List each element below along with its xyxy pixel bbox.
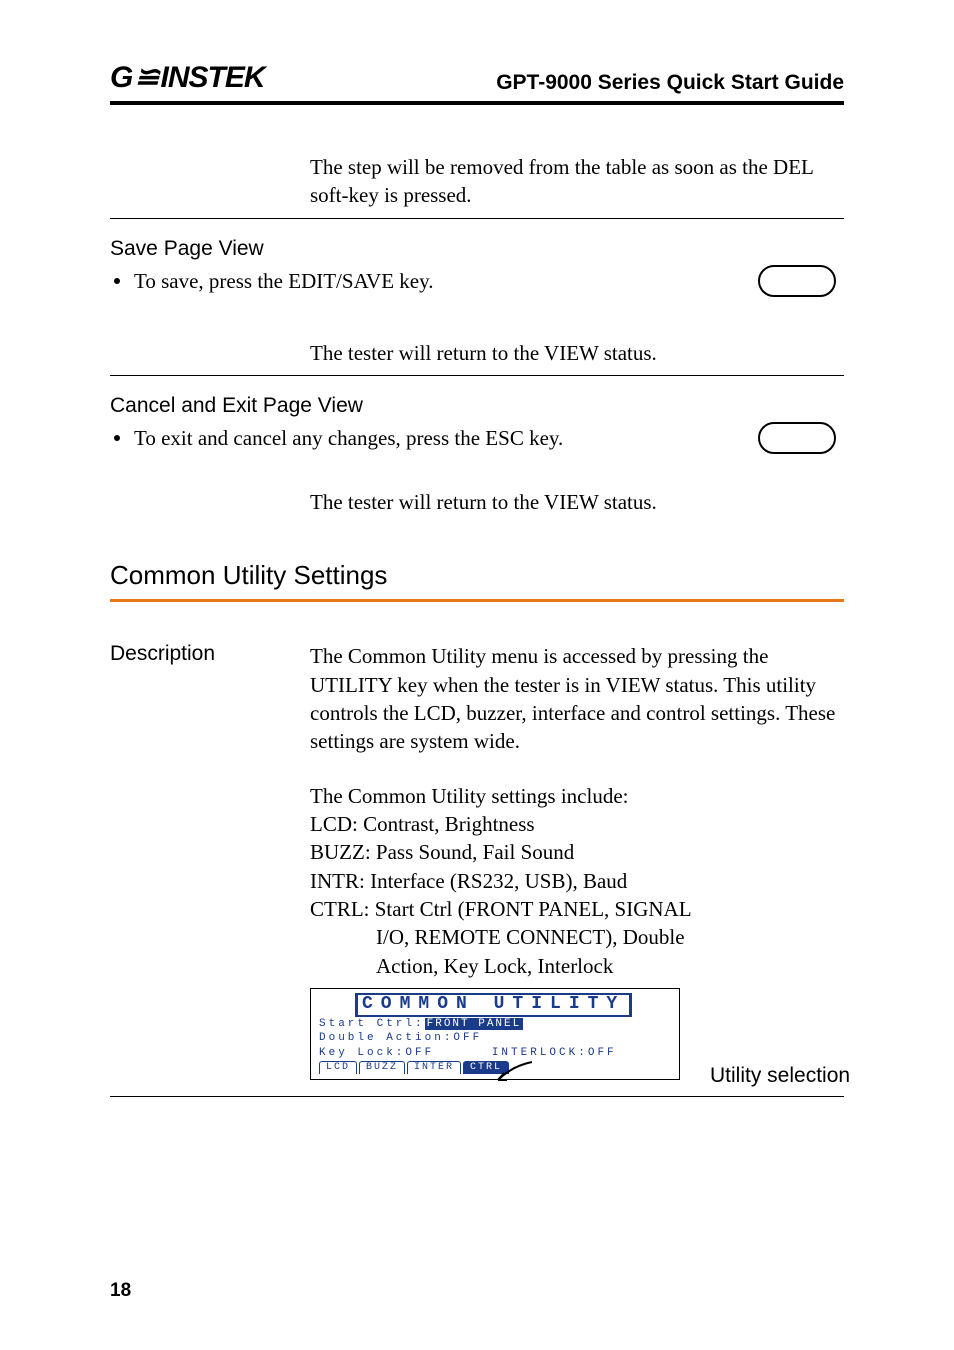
lcd-title: COMMON UTILITY <box>355 993 632 1017</box>
save-note: The tester will return to the VIEW statu… <box>310 339 844 367</box>
divider <box>110 375 844 376</box>
lcd-interlock: INTERLOCK:OFF <box>492 1047 617 1059</box>
lcd-tab-inter: INTER <box>407 1061 461 1075</box>
annotation-arrow-icon <box>494 1060 534 1088</box>
bullet-icon <box>114 435 120 441</box>
settings-ctrl3: Action, Key Lock, Interlock <box>376 952 844 980</box>
settings-lcd: LCD: Contrast, Brightness <box>310 810 844 838</box>
section-rule <box>110 599 844 602</box>
settings-intr: INTR: Interface (RS232, USB), Baud <box>310 867 844 895</box>
lcd-line-1: Start Ctrl:FRONT PANEL <box>319 1017 671 1031</box>
cancel-exit-heading: Cancel and Exit Page View <box>110 394 844 418</box>
settings-buzz: BUZZ: Pass Sound, Fail Sound <box>310 838 844 866</box>
utility-selection-annotation: Utility selection <box>710 1064 850 1088</box>
divider <box>110 218 844 219</box>
cancel-note: The tester will return to the VIEW statu… <box>310 488 844 516</box>
description-content: The Common Utility menu is accessed by p… <box>310 642 844 980</box>
lcd-keylock: Key Lock:OFF <box>319 1047 434 1059</box>
settings-list: The Common Utility settings include: LCD… <box>310 782 844 980</box>
description-block: Description The Common Utility menu is a… <box>110 642 844 980</box>
lcd-start-ctrl-value: FRONT PANEL <box>425 1018 524 1030</box>
section-title: Common Utility Settings <box>110 560 844 591</box>
save-page-view-heading: Save Page View <box>110 237 844 261</box>
cancel-bullet-row: To exit and cancel any changes, press th… <box>110 422 844 454</box>
brand-logo: G≌INSTEK <box>110 60 265 95</box>
bullet-icon <box>114 278 120 284</box>
settings-ctrl2: I/O, REMOTE CONNECT), Double <box>376 923 844 951</box>
lcd-line-2: Double Action:OFF <box>319 1031 671 1045</box>
cancel-bullet: To exit and cancel any changes, press th… <box>110 424 563 452</box>
desc-para1: The Common Utility menu is accessed by p… <box>310 642 844 755</box>
lcd-screenshot: COMMON UTILITY Start Ctrl:FRONT PANEL Do… <box>310 988 680 1080</box>
settings-intro: The Common Utility settings include: <box>310 782 844 810</box>
doc-title: GPT-9000 Series Quick Start Guide <box>496 71 844 95</box>
save-bullet: To save, press the EDIT/SAVE key. <box>110 267 433 295</box>
page-number: 18 <box>110 1280 131 1302</box>
settings-ctrl1: CTRL: Start Ctrl (FRONT PANEL, SIGNAL <box>310 895 844 923</box>
divider <box>110 1096 844 1097</box>
save-bullet-row: To save, press the EDIT/SAVE key. <box>110 265 844 297</box>
del-note: The step will be removed from the table … <box>310 153 844 210</box>
lcd-start-ctrl-label: Start Ctrl: <box>319 1018 425 1030</box>
lcd-line-3: Key Lock:OFF INTERLOCK:OFF <box>319 1046 671 1060</box>
lcd-tab-lcd: LCD <box>319 1061 357 1075</box>
description-label: Description <box>110 642 310 666</box>
lcd-tab-buzz: BUZZ <box>359 1061 405 1075</box>
esc-key-icon <box>758 422 836 454</box>
cancel-bullet-text: To exit and cancel any changes, press th… <box>134 424 563 452</box>
page-header: G≌INSTEK GPT-9000 Series Quick Start Gui… <box>110 60 844 105</box>
save-bullet-text: To save, press the EDIT/SAVE key. <box>134 267 433 295</box>
edit-save-key-icon <box>758 265 836 297</box>
